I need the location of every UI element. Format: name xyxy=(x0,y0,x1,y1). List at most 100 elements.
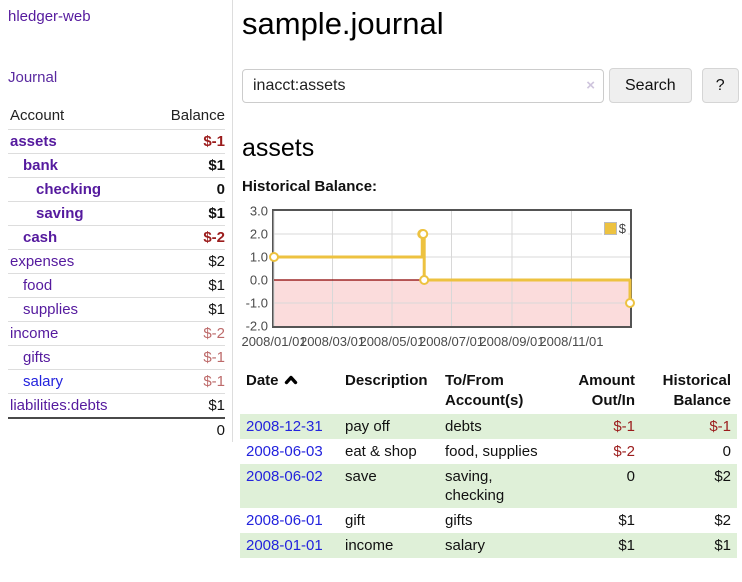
transaction-accounts: salary xyxy=(445,537,486,554)
account-balance: $-2 xyxy=(146,321,225,346)
account-row: assets $-1 xyxy=(8,129,225,154)
sidebar-account-link[interactable]: bank xyxy=(23,157,59,174)
account-balance: $2 xyxy=(146,249,225,274)
app: hledger-web Journal Account Balance asse… xyxy=(0,0,742,558)
account-balance: $-2 xyxy=(146,225,225,250)
help-button[interactable]: ? xyxy=(701,68,739,103)
account-row: cash $-2 xyxy=(8,225,225,250)
transaction-amount: $-2 xyxy=(613,443,635,460)
accounts-header-balance: Balance xyxy=(170,107,225,124)
transaction-description: pay off xyxy=(345,418,390,435)
account-balance: 0 xyxy=(146,177,225,202)
chart-canvas xyxy=(269,211,635,326)
register-header-amount: Amount Out/In xyxy=(578,372,635,409)
transaction-balance: 0 xyxy=(722,443,731,460)
register-header-accounts: To/From Account(s) xyxy=(445,372,524,409)
transaction-balance: $2 xyxy=(714,468,731,485)
chart-x-axis-labels: 2008/01/01 2008/03/01 2008/05/01 2008/07/01… xyxy=(241,334,628,350)
transaction-date-link[interactable]: 2008-06-03 xyxy=(246,443,323,460)
search-button[interactable]: Search xyxy=(609,68,692,103)
legend-label: $ xyxy=(618,221,626,236)
sidebar-account-link[interactable]: gifts xyxy=(23,349,51,366)
clear-search-icon[interactable]: × xyxy=(586,76,595,94)
transaction-accounts: debts xyxy=(445,418,482,435)
sidebar-account-link[interactable]: cash xyxy=(23,229,58,246)
transaction-date-link[interactable]: 2008-06-02 xyxy=(246,468,323,485)
account-row: expenses $2 xyxy=(8,249,225,274)
transaction-balance: $1 xyxy=(714,537,731,554)
accounts-total-row: 0 xyxy=(8,417,225,442)
sort-asc-icon xyxy=(284,372,298,392)
register-header-row: Date Description To/From Account(s) Amou… xyxy=(240,368,737,414)
y-tick-label: -2.0 xyxy=(245,318,268,334)
sidebar-account-link[interactable]: income xyxy=(10,325,59,342)
transaction-date-link[interactable]: 2008-01-01 xyxy=(246,537,323,554)
account-row: liabilities:debts $1 xyxy=(8,393,225,418)
sidebar-account-link[interactable]: checking xyxy=(36,181,102,198)
y-tick-label: 2.0 xyxy=(249,226,268,242)
account-balance: $1 xyxy=(146,153,225,178)
transaction-accounts: food, supplies xyxy=(445,443,538,460)
register-header-date[interactable]: Date xyxy=(240,368,339,414)
page-title: sample.journal xyxy=(242,6,444,41)
account-row: checking 0 xyxy=(8,177,225,202)
account-balance: $1 xyxy=(146,201,225,226)
register-row[interactable]: 2008-01-01 income salary $1 $1 xyxy=(240,533,737,558)
sidebar-account-link[interactable]: expenses xyxy=(10,253,75,270)
chart-plot-area[interactable]: $ xyxy=(269,209,635,328)
main-content: sample.journal × Search ? assets Histori… xyxy=(233,0,742,558)
register-row[interactable]: 2008-06-03 eat & shop food, supplies $-2 0 xyxy=(240,439,737,464)
sidebar-account-link[interactable]: assets xyxy=(10,133,57,150)
sidebar-account-link[interactable]: saving xyxy=(36,205,84,222)
register-header-description: Description xyxy=(345,372,428,389)
transaction-balance: $2 xyxy=(714,512,731,529)
account-row: supplies $1 xyxy=(8,297,225,322)
x-tick-label: 2008/05/01 xyxy=(359,334,425,349)
chart-legend: $ xyxy=(601,220,628,237)
data-point-marker xyxy=(269,252,279,262)
transaction-balance: $-1 xyxy=(709,418,731,435)
account-row: saving $1 xyxy=(8,201,225,226)
transaction-date-link[interactable]: 2008-06-01 xyxy=(246,512,323,529)
y-tick-label: -1.0 xyxy=(245,295,268,311)
register-table: Date Description To/From Account(s) Amou… xyxy=(240,368,737,558)
transaction-date-link[interactable]: 2008-12-31 xyxy=(246,418,323,435)
transaction-amount: 0 xyxy=(626,468,635,485)
sidebar-account-link[interactable]: salary xyxy=(23,373,64,390)
x-tick-label: 2008/11/01 xyxy=(539,334,604,349)
sidebar-account-link[interactable]: supplies xyxy=(23,301,79,318)
search-box: × xyxy=(242,68,604,103)
chart-title: Historical Balance: xyxy=(242,178,378,195)
data-point-marker xyxy=(418,229,429,239)
account-balance: $-1 xyxy=(146,369,225,394)
transaction-description: save xyxy=(345,468,377,485)
accounts-header-account: Account xyxy=(10,107,65,124)
legend-swatch xyxy=(603,222,617,235)
account-balance: $-1 xyxy=(146,345,225,370)
y-tick-label: 3.0 xyxy=(249,203,268,219)
brand-link[interactable]: hledger-web xyxy=(8,8,91,25)
account-balance: $1 xyxy=(146,273,225,298)
search-input[interactable] xyxy=(242,68,604,103)
account-row: bank $1 xyxy=(8,153,225,178)
sidebar-account-link[interactable]: food xyxy=(23,277,53,294)
x-tick-label: 2008/01/01 xyxy=(241,334,307,349)
x-tick-label: 2008/09/01 xyxy=(479,334,545,349)
sidebar-item-journal[interactable]: Journal xyxy=(8,69,58,86)
search-form: × Search ? xyxy=(242,68,739,103)
account-row: salary $-1 xyxy=(8,369,225,394)
x-tick-label: 2008/03/01 xyxy=(299,334,366,349)
register-row[interactable]: 2008-06-01 gift gifts $1 $2 xyxy=(240,508,737,533)
y-tick-label: 0.0 xyxy=(249,272,268,288)
transaction-description: gift xyxy=(345,512,366,529)
sidebar: hledger-web Journal Account Balance asse… xyxy=(0,0,233,442)
accounts-table: Account Balance assets $-1 bank $1 checking 0… xyxy=(8,105,225,442)
transaction-accounts: gifts xyxy=(445,512,473,529)
transaction-description: income xyxy=(345,537,394,554)
sidebar-account-link[interactable]: liabilities:debts xyxy=(10,397,108,414)
register-row[interactable]: 2008-06-02 save saving, checking 0 $2 xyxy=(240,464,737,508)
account-heading: assets xyxy=(242,134,315,162)
register-header-balance: Historical Balance xyxy=(662,372,731,409)
register-row[interactable]: 2008-12-31 pay off debts $-1 $-1 xyxy=(240,414,737,439)
transaction-accounts: saving, checking xyxy=(445,468,505,504)
